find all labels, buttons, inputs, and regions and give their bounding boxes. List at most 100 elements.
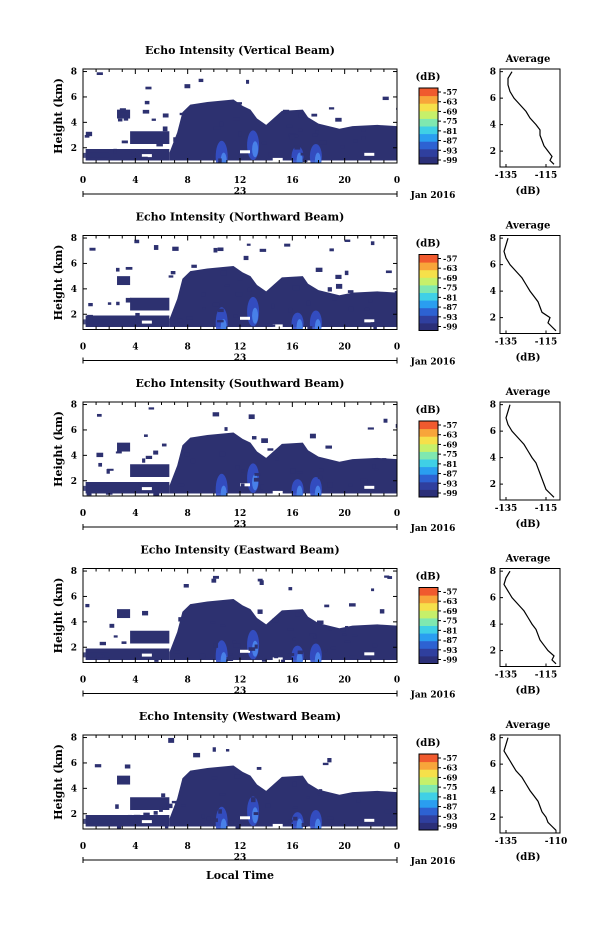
echo-speck — [353, 820, 361, 825]
echo-speck — [353, 139, 358, 143]
average-y-tick-label: 2 — [490, 813, 496, 823]
echo-speck — [228, 653, 233, 656]
echo-speck — [257, 578, 263, 582]
echo-speck — [173, 650, 181, 654]
echo-speck — [251, 797, 256, 803]
average-x-tick-label: -135 — [495, 338, 518, 348]
echo-speck — [248, 647, 256, 651]
colorbar-segment — [419, 602, 438, 611]
echo-patch — [83, 652, 110, 658]
colorbar-segment — [419, 595, 438, 604]
echo-speck — [168, 275, 174, 278]
echo-speck — [394, 291, 397, 296]
echo-speck — [290, 468, 296, 474]
echo-speck — [383, 418, 388, 423]
echo-speck — [123, 116, 129, 121]
colorbar-segment — [419, 466, 438, 475]
echo-core-bright — [220, 652, 227, 663]
echo-speck — [168, 737, 175, 743]
echo-core-bright — [296, 485, 303, 496]
echo-speck — [233, 643, 241, 648]
average-x-tick-label: -115 — [535, 171, 558, 181]
x-axis-label: Local Time — [206, 869, 274, 882]
colorbar-segment — [419, 322, 438, 331]
heatmap — [83, 239, 397, 330]
average-y-tick-label: 2 — [490, 314, 496, 324]
colorbar-tick-label: -81 — [443, 126, 457, 136]
colorbar-tick-label: -63 — [443, 596, 458, 606]
echo-speck — [260, 484, 264, 490]
echo-speck — [135, 312, 140, 318]
colorbar-segment — [419, 126, 438, 135]
x-tick-label: 0 — [394, 509, 400, 519]
echo-speck — [270, 324, 276, 327]
echo-speck — [201, 292, 206, 297]
echo-speck — [94, 764, 102, 768]
echo-gap — [272, 157, 283, 161]
x-tick-label: 8 — [185, 842, 191, 852]
colorbar-segment — [419, 141, 438, 150]
y-tick-label: 6 — [71, 426, 77, 436]
echo-speck — [191, 264, 197, 268]
echo-speck — [374, 468, 379, 471]
colorbar-segment — [419, 814, 438, 823]
echo-speck — [288, 587, 293, 591]
echo-speck — [370, 241, 375, 246]
average-y-tick-label: 6 — [490, 427, 496, 437]
colorbar-segment — [419, 451, 438, 460]
colorbar-tick-label: -69 — [443, 273, 458, 283]
x-tick-label: 20 — [338, 842, 351, 852]
echo-speck — [232, 117, 240, 121]
echo-speck — [288, 307, 293, 313]
colorbar-unit: (dB) — [416, 72, 441, 83]
average-y-tick-label: 4 — [490, 620, 496, 630]
echo-speck — [259, 580, 264, 585]
echo-speck — [395, 424, 397, 428]
echo-speck — [96, 413, 102, 417]
x-tick-label: 12 — [234, 842, 247, 852]
echo-speck — [158, 485, 162, 491]
echo-mass — [169, 265, 397, 327]
average-line — [505, 404, 555, 498]
echo-speck — [236, 102, 242, 105]
average-y-tick-label: 4 — [490, 454, 496, 464]
echo-speck — [315, 267, 323, 272]
colorbar-segment — [419, 277, 438, 286]
echo-speck — [164, 824, 169, 829]
colorbar-tick-label: -75 — [443, 449, 457, 459]
echo-speck — [117, 118, 123, 122]
echo-speck — [349, 655, 357, 659]
x-tick-label: 12 — [234, 343, 247, 353]
echo-gap — [272, 657, 283, 661]
colorbar-segment — [419, 103, 438, 112]
colorbar-tick-label: -93 — [443, 645, 458, 655]
echo-speck — [382, 458, 387, 461]
echo-speck — [211, 776, 218, 780]
echo-speck — [238, 131, 242, 137]
echo-speck — [153, 245, 159, 250]
echo-speck — [87, 314, 93, 320]
echo-gap — [272, 324, 283, 328]
average-y-tick-label: 6 — [490, 261, 496, 271]
average-x-label: (dB) — [516, 519, 541, 530]
y-tick-label: 4 — [71, 451, 77, 461]
y-tick-label: 6 — [71, 759, 77, 769]
average-x-tick-label: -135 — [495, 837, 518, 847]
echo-gap — [141, 154, 152, 158]
average-title: Average — [505, 720, 551, 731]
echo-core-bright — [220, 485, 227, 496]
colorbar-segment — [419, 118, 438, 127]
colorbar-tick-label: -81 — [443, 625, 457, 635]
echo-speck — [267, 448, 274, 451]
colorbar-tick-label: -57 — [443, 587, 457, 597]
echo-speck — [292, 781, 297, 787]
colorbar-tick-label: -81 — [443, 292, 457, 302]
echo-speck — [217, 320, 224, 323]
echo-gap — [364, 485, 375, 489]
colorbar-segment — [419, 625, 438, 634]
average-frame — [499, 235, 561, 334]
echo-mass — [169, 598, 397, 660]
echo-speck — [342, 633, 347, 636]
echo-patch — [83, 319, 110, 325]
